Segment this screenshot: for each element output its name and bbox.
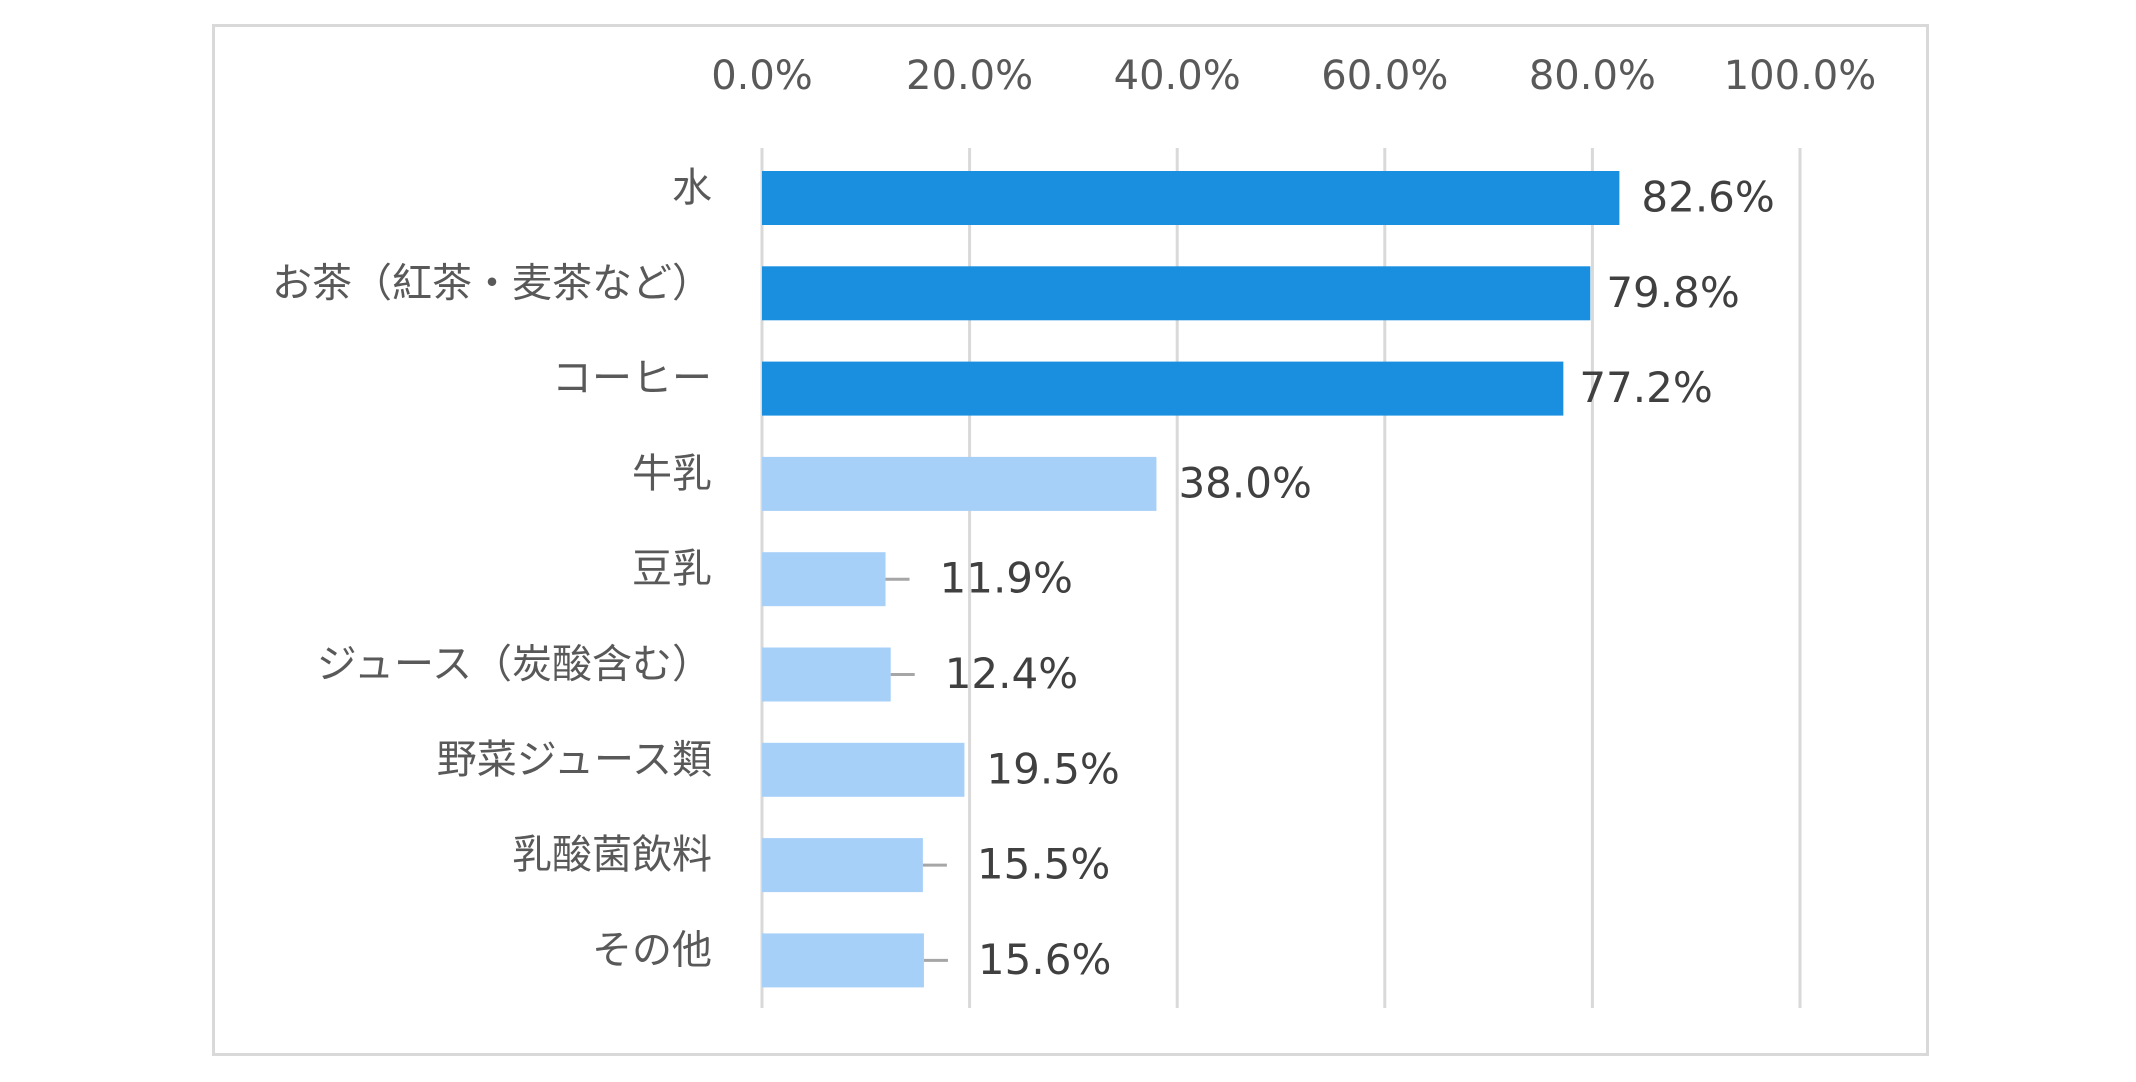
category-label: その他 (592, 927, 712, 973)
category-label: コーヒー (552, 356, 712, 402)
category-label: ジュース（炭酸含む） (317, 642, 712, 688)
x-tick-label: 40.0% (1114, 53, 1241, 99)
bar (762, 456, 1157, 511)
category-label: 野菜ジュース類 (437, 737, 712, 783)
bar (762, 647, 891, 702)
data-label: 79.8% (1606, 268, 1739, 317)
data-label: 38.0% (1178, 458, 1311, 507)
data-label: 11.9% (940, 554, 1073, 603)
bar (762, 933, 924, 988)
x-tick-label: 60.0% (1321, 53, 1448, 99)
bar (762, 266, 1591, 321)
x-tick-label: 100.0% (1724, 53, 1877, 99)
bar (762, 552, 886, 607)
data-label: 82.6% (1641, 173, 1774, 222)
data-label: 77.2% (1579, 363, 1712, 412)
bar (762, 742, 965, 797)
category-label: 豆乳 (632, 546, 712, 592)
data-label: 19.5% (986, 744, 1119, 793)
category-label: お茶（紅茶・麦茶など） (272, 260, 712, 306)
x-tick-label: 80.0% (1529, 53, 1656, 99)
x-tick-label: 0.0% (711, 53, 813, 99)
bar (762, 838, 923, 893)
data-label: 15.5% (977, 840, 1110, 889)
category-label: 水 (672, 165, 712, 211)
x-tick-label: 20.0% (906, 53, 1033, 99)
category-label: 乳酸菌飲料 (512, 832, 712, 878)
bar (762, 361, 1564, 416)
data-label: 12.4% (945, 649, 1078, 698)
data-label: 15.6% (978, 935, 1111, 984)
category-label: 牛乳 (632, 451, 712, 497)
bar (762, 171, 1620, 225)
